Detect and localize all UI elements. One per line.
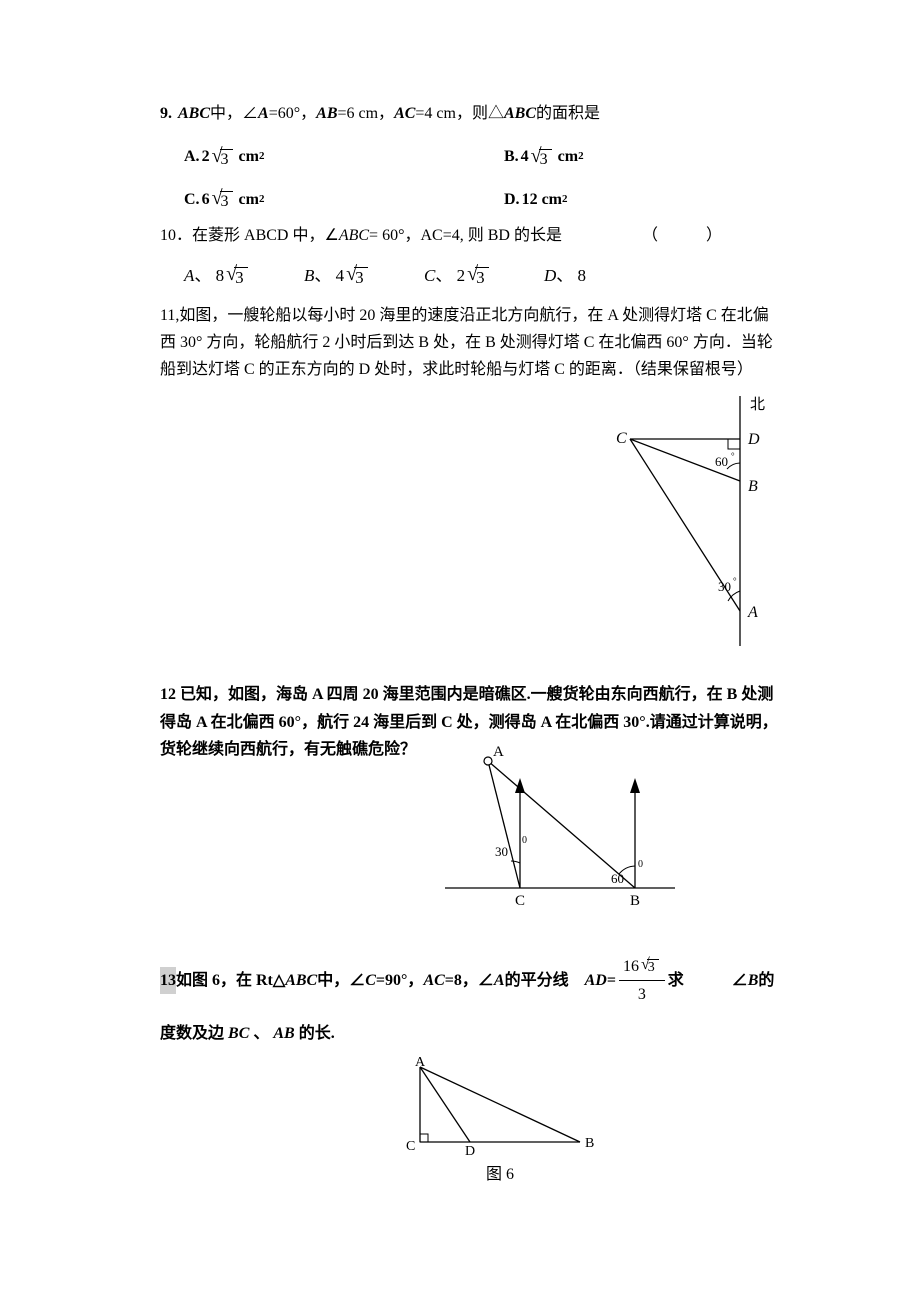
label-c: C bbox=[406, 1139, 415, 1154]
q10-option-c: C 、 2 √3 bbox=[424, 261, 544, 292]
fig6-label: 图 6 bbox=[486, 1161, 514, 1190]
north-label: 北 bbox=[750, 396, 765, 413]
label-d: D bbox=[465, 1144, 475, 1157]
angle-30: 30 bbox=[495, 844, 508, 859]
label-b: B bbox=[585, 1136, 594, 1151]
q9-number: 9. bbox=[160, 100, 172, 129]
q10-options: A 、 8 √3 B 、 4 √3 C 、 2 √3 D 、 8 bbox=[160, 261, 780, 292]
label-c: C bbox=[515, 893, 525, 909]
q11-svg: 北 C D B A 60 ° 30 ° bbox=[610, 391, 780, 651]
sqrt-icon: √3 bbox=[531, 146, 552, 169]
sqrt-icon: √3 bbox=[226, 264, 247, 288]
sqrt-icon: √3 bbox=[641, 957, 659, 977]
label-a: A bbox=[493, 744, 504, 760]
deg-60: ° bbox=[731, 451, 735, 461]
question-13: 13 如图 6，在 Rt△ ABC 中，∠ C =90°， AC =8，∠ A … bbox=[160, 953, 780, 1190]
angle-60: 60 bbox=[715, 454, 728, 469]
question-9: 9. ABC 中，∠ A =60°， AB =6 cm， AC =4 cm，则△… bbox=[160, 100, 780, 214]
q10-number: 10． bbox=[160, 222, 192, 251]
sqrt-icon: √3 bbox=[467, 264, 488, 288]
zero-60: 0 bbox=[638, 859, 643, 870]
q9-option-a: A. 2 √3 cm2 bbox=[184, 143, 504, 172]
q12-number: 12 bbox=[160, 686, 176, 703]
label-c: C bbox=[616, 430, 627, 447]
q10-stem: 10． 在菱形 ABCD 中， ∠ ABC = 60° ，AC=4, 则 BD … bbox=[160, 222, 780, 251]
fraction: 16 √3 3 bbox=[619, 953, 665, 1008]
q9-option-b: B. 4 √3 cm2 bbox=[504, 143, 584, 172]
q13-line1: 13 如图 6，在 Rt△ ABC 中，∠ C =90°， AC =8，∠ A … bbox=[160, 953, 780, 1008]
label-b: B bbox=[748, 478, 758, 495]
q12-diagram: A C B 30 0 60 0 bbox=[160, 743, 780, 913]
question-12: 12 已知，如图，海岛 A 四周 20 海里范围内是暗礁区.一艘货轮由东向西航行… bbox=[160, 681, 780, 913]
deg-30: ° bbox=[733, 576, 737, 586]
sqrt-icon: √3 bbox=[212, 146, 233, 169]
q10-option-a: A 、 8 √3 bbox=[184, 261, 304, 292]
q9-stem: 9. ABC 中，∠ A =60°， AB =6 cm， AC =4 cm，则△… bbox=[160, 100, 780, 129]
sqrt-icon: √3 bbox=[346, 264, 367, 288]
q11-diagram: 北 C D B A 60 ° 30 ° bbox=[160, 391, 780, 651]
q13-number: 13 bbox=[160, 967, 176, 994]
question-11: 11,如图，一艘轮船以每小时 20 海里的速度沿正北方向航行，在 A 处测得灯塔… bbox=[160, 302, 780, 652]
zero-30: 0 bbox=[522, 835, 527, 846]
q10-option-b: B 、 4 √3 bbox=[304, 261, 424, 292]
label-b: B bbox=[630, 893, 640, 909]
angle-30: 30 bbox=[718, 579, 731, 594]
q9-options-row1: A. 2 √3 cm2 B. 4 √3 cm2 bbox=[160, 143, 780, 172]
q11-text: 11,如图，一艘轮船以每小时 20 海里的速度沿正北方向航行，在 A 处测得灯塔… bbox=[160, 302, 780, 384]
q10-option-d: D 、 8 bbox=[544, 261, 664, 292]
q11-number: 11, bbox=[160, 307, 179, 324]
q9-option-d: D. 12 cm2 bbox=[504, 186, 568, 215]
q13-diagram: A C D B 图 6 bbox=[160, 1057, 780, 1190]
q13-line2: 度数及边 BC 、 AB 的长. bbox=[160, 1020, 780, 1047]
answer-paren: （ ） bbox=[642, 222, 722, 251]
label-a: A bbox=[747, 604, 758, 621]
label-d: D bbox=[747, 431, 760, 448]
q13-svg: A C D B bbox=[400, 1057, 600, 1157]
sqrt-icon: √3 bbox=[212, 188, 233, 211]
label-a: A bbox=[415, 1057, 426, 1070]
angle-60: 60 bbox=[611, 871, 624, 886]
question-10: 10． 在菱形 ABCD 中， ∠ ABC = 60° ，AC=4, 则 BD … bbox=[160, 222, 780, 291]
q9-option-c: C. 6 √3 cm2 bbox=[184, 186, 504, 215]
q9-options-row2: C. 6 √3 cm2 D. 12 cm2 bbox=[160, 186, 780, 215]
q12-svg: A C B 30 0 60 0 bbox=[435, 743, 685, 913]
